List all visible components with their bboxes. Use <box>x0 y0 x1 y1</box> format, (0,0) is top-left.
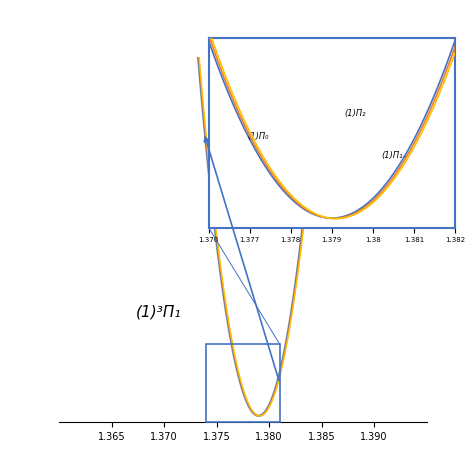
Text: (1)³Π₁: (1)³Π₁ <box>136 305 181 320</box>
Bar <box>206 344 280 422</box>
Text: (1)Π₁₋: (1)Π₁₋ <box>381 151 407 160</box>
Text: (1)Π₂: (1)Π₂ <box>344 109 365 118</box>
Text: (1)Π₀: (1)Π₀ <box>247 132 269 141</box>
